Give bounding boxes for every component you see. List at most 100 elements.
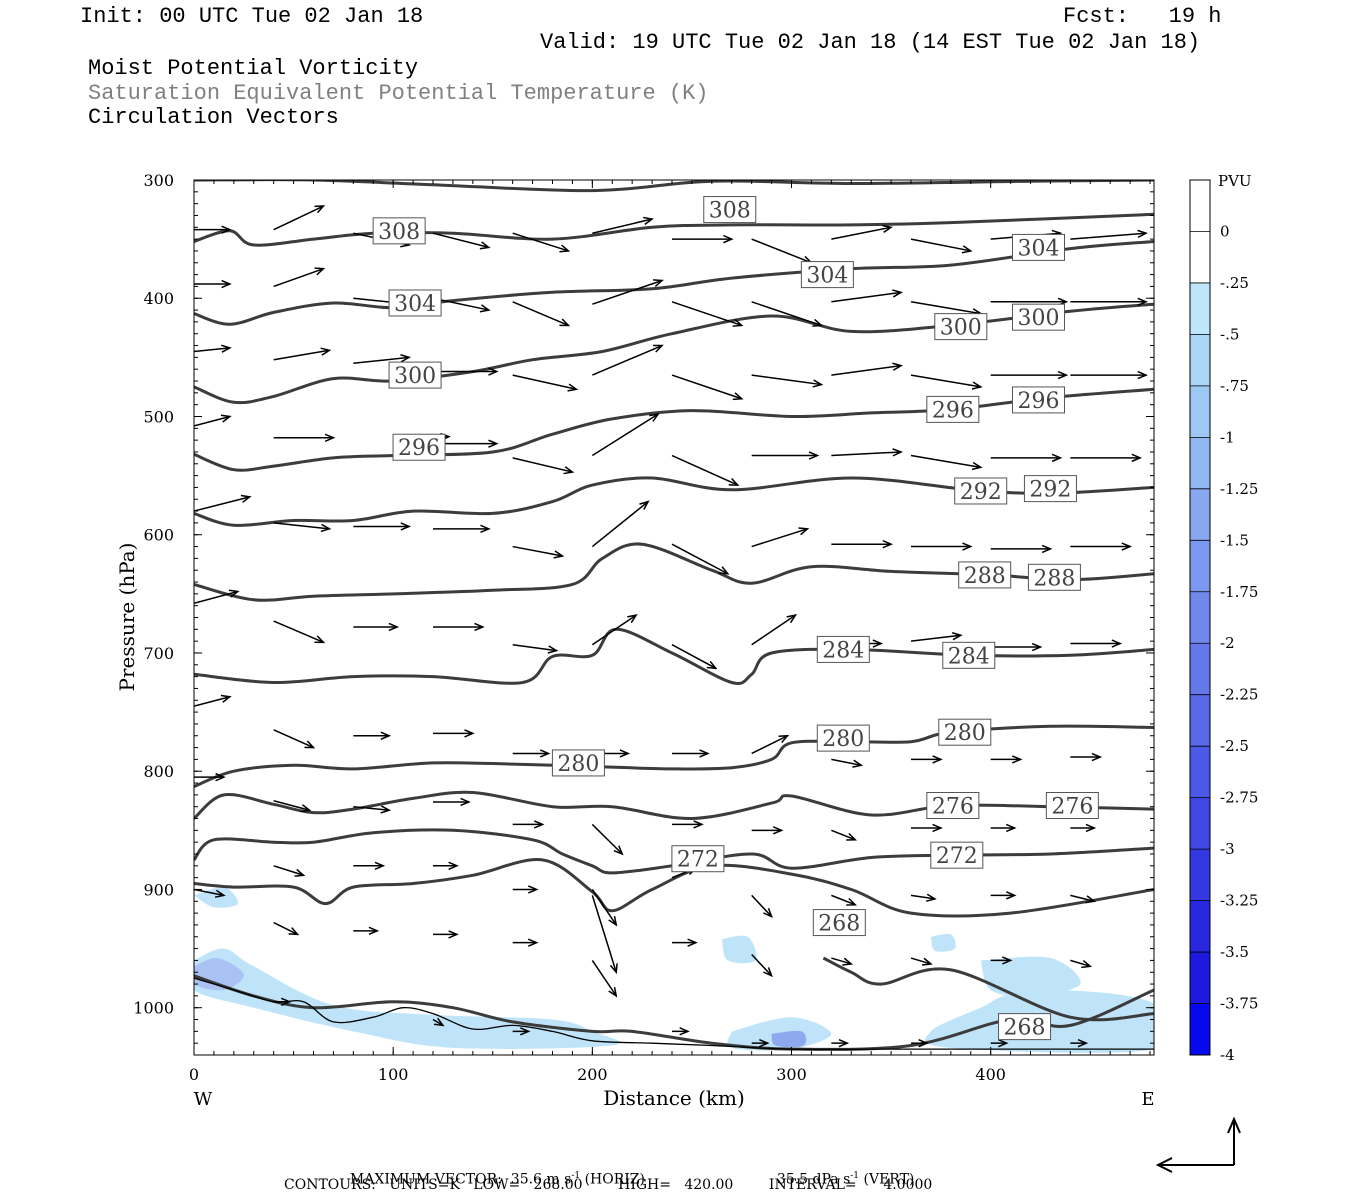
vector-shaft [273,267,324,288]
y-tick-label: 700 [143,644,174,663]
vector-head [314,267,326,276]
contour-label-box [703,196,757,224]
circulation-vector [911,542,973,551]
colorbar-cell [1190,334,1210,386]
vector-head [480,524,491,534]
vector-shaft [512,232,569,252]
circulation-vector [671,301,744,327]
contour-label-text: 304 [806,264,848,289]
circulation-vector [353,805,392,814]
contour-label-text: 308 [378,220,420,245]
circulation-vector [353,861,386,871]
vector-head [527,938,539,947]
vector-head [448,861,459,871]
colorbar-label: -.5 [1220,325,1239,343]
vector-head [812,379,824,388]
circulation-vector [433,367,499,376]
vector-head [723,234,734,244]
colorbar-label: -1.75 [1220,583,1258,601]
vector-head [892,362,903,371]
vector-head [288,927,300,936]
contour-label: 280 [938,718,992,746]
contour-label: 288 [1027,563,1081,591]
circulation-vector [672,749,710,758]
circulation-vector [831,539,894,549]
circulation-vector [671,374,744,401]
circulation-vector [831,362,903,376]
vector-head [882,224,893,233]
contour-label-text: 276 [1051,795,1093,820]
vector-shaft [671,644,717,670]
vector-head [1002,956,1013,965]
vector-shaft [512,457,573,473]
circulation-vector [1070,1038,1089,1048]
colorbar-title: PVU [1218,172,1252,190]
y-tick-label: 400 [143,289,174,308]
circulation-vector [1070,542,1133,551]
circulation-vector [1070,639,1123,648]
contour-label-box [816,635,870,663]
vector-head [627,614,638,624]
contour-label: 296 [392,433,446,461]
circulation-vector [910,957,933,966]
contour-label-box [392,433,446,461]
circulation-vector [1070,370,1148,380]
circulation-vector [831,957,854,966]
colorbar-cell [1190,746,1210,798]
contour-label-text: 304 [1017,236,1059,261]
circulation-vector [831,448,903,457]
circulation-vector [194,279,232,289]
circulation-vector [910,454,983,471]
vector-head [1005,823,1017,833]
contour-label: 292 [954,477,1008,505]
colorbar-label: -4 [1220,1046,1235,1064]
vector-head [971,461,983,471]
contour-label-box [1027,563,1081,591]
plot-frame [193,179,1155,1056]
vector-shaft [273,729,314,749]
contour-label-text: 272 [936,844,978,869]
colorbar-cell [1190,694,1210,747]
circulation-vector [990,544,1053,554]
contour-label: 292 [1023,475,1077,503]
circulation-vector [273,865,306,877]
terrain-line [194,977,1154,1051]
vector-head [314,635,326,644]
colorbar-cell [1190,540,1210,592]
circulation-vector [432,232,491,250]
circulation-vector [512,643,559,654]
vector-shaft [591,823,623,855]
contour-label: 276 [1045,792,1099,820]
pv-region [771,1030,807,1048]
vector-head [778,734,790,744]
vector-head [926,893,937,902]
vector-shaft [592,218,653,234]
colorbar-cell [1190,797,1210,850]
contour-label: 304 [800,261,854,289]
circulation-vector [353,622,400,632]
pv-region [721,935,757,964]
circulation-vector [512,885,539,894]
contour-label-box [388,289,442,317]
contour-label: 272 [671,845,725,873]
circulation-vector [512,545,565,559]
contour-label-text: 280 [557,752,599,777]
y-tick-label: 600 [143,526,174,545]
contour-label-text: 276 [932,795,974,820]
circulation-vector [273,800,312,813]
vector-head [609,963,618,975]
theta-e-contour-308 [194,212,1154,247]
contour-label-box [671,845,725,873]
circulation-vector [831,289,903,303]
colorbar-cell [1190,282,1210,335]
vector-head [838,1038,850,1048]
theta-e-contour-304 [194,240,1154,326]
vector-head [221,279,232,289]
vector-shaft [591,413,659,457]
vector-shaft [273,349,330,361]
circulation-vector [591,413,660,457]
circulation-vector [194,772,226,782]
field-title-vectors: Circulation Vectors [88,105,339,130]
vector-shaft [910,894,936,900]
contour-label-text: 288 [1033,566,1075,591]
